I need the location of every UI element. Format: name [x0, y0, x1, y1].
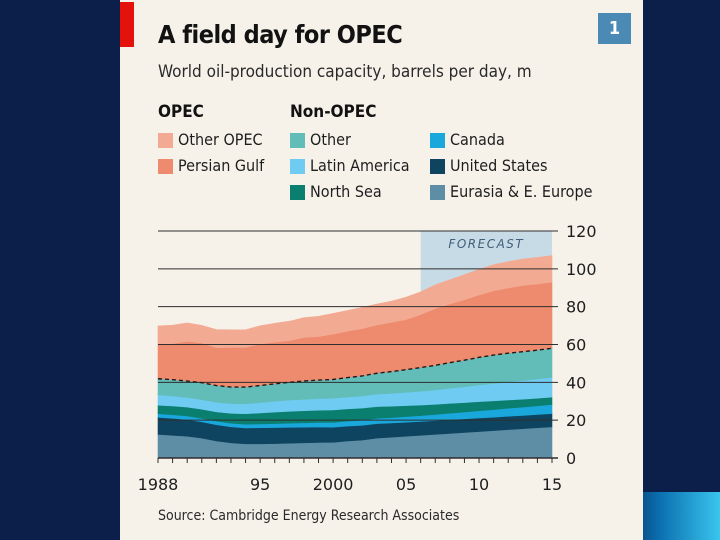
legend-item-north-sea: North Sea [290, 182, 415, 202]
legend-item-eurasia: Eurasia & E. Europe [430, 182, 605, 202]
x-tick-label: 2000 [313, 475, 354, 494]
x-tick-label: 1988 [138, 475, 179, 494]
source-note: Source: Cambridge Energy Research Associ… [158, 508, 460, 524]
legend-label: Other OPEC [178, 130, 263, 149]
legend-item-latin-america: Latin America [290, 156, 415, 176]
legend-swatch [290, 133, 305, 148]
chart-number-badge: 1 [598, 13, 631, 44]
opec-divider-line [157, 347, 553, 388]
legend-label: North Sea [310, 182, 382, 201]
x-tick-label: 10 [469, 475, 489, 494]
chart-subtitle: World oil-production capacity, barrels p… [158, 62, 532, 82]
x-tick-label: 05 [396, 475, 416, 494]
legend-swatch [290, 185, 305, 200]
area-other-opec [157, 255, 553, 349]
y-tick-label: 100 [566, 260, 597, 279]
y-tick-label: 60 [566, 336, 586, 355]
y-tick-label: 40 [566, 373, 586, 392]
legend-item-persian-gulf: Persian Gulf [158, 156, 283, 176]
legend-swatch [290, 159, 305, 174]
legend-item-other-opec: Other OPEC [158, 130, 283, 150]
legend-swatch [430, 133, 445, 148]
y-tick-label: 80 [566, 298, 586, 317]
legend-swatch [158, 159, 173, 174]
legend-swatch [430, 159, 445, 174]
legend-item-united-states: United States [430, 156, 600, 176]
red-tag [120, 2, 134, 47]
legend-label: Canada [450, 130, 505, 149]
legend-swatch [158, 133, 173, 148]
legend-heading-non-opec: Non-OPEC [290, 102, 377, 122]
y-tick-label: 0 [566, 449, 576, 468]
legend-label: Persian Gulf [178, 156, 265, 175]
legend-heading-opec: OPEC [158, 102, 204, 122]
forecast-label: FORECAST [448, 237, 524, 251]
chart-card: 1 A field day for OPEC World oil-product… [120, 0, 643, 540]
legend-label: Latin America [310, 156, 410, 175]
chart-title: A field day for OPEC [158, 20, 403, 49]
legend-label: Eurasia & E. Europe [450, 182, 593, 201]
area-chart: FORECAST 0 20 40 60 80 100 120 1988 95 2000 05 10 15 [138, 222, 597, 494]
x-tick-label: 15 [542, 475, 562, 494]
legend-item-other: Other [290, 130, 415, 150]
legend-label: Other [310, 130, 351, 149]
y-tick-label: 20 [566, 411, 586, 430]
legend-item-canada: Canada [430, 130, 600, 150]
legend-swatch [430, 185, 445, 200]
x-tick-label: 95 [250, 475, 270, 494]
legend-label: United States [450, 156, 548, 175]
y-tick-label: 120 [566, 222, 597, 241]
